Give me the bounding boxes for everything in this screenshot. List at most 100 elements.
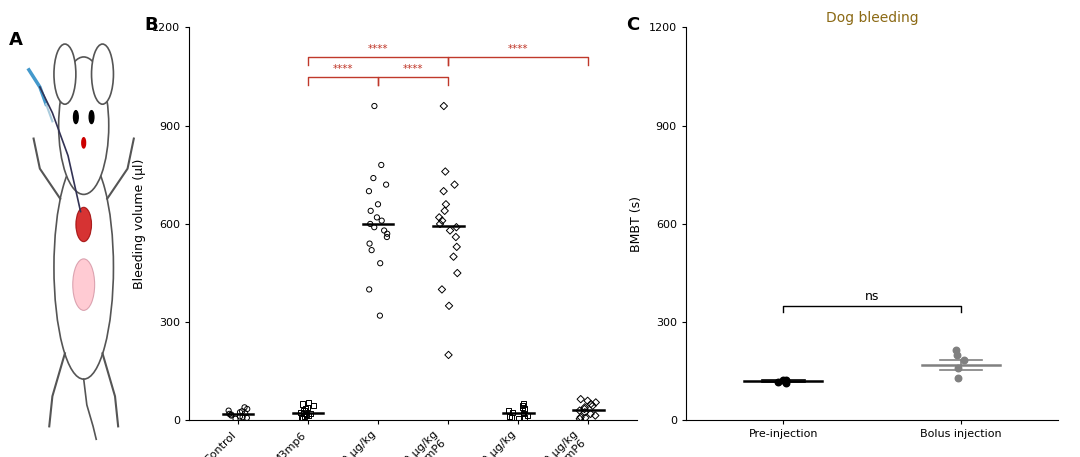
Point — [220, 407, 238, 414]
Point — [362, 220, 379, 228]
Point — [433, 286, 450, 293]
Point — [294, 400, 311, 408]
Y-axis label: Bleeding volume (µl): Bleeding volume (µl) — [133, 159, 146, 289]
Point — [435, 102, 453, 110]
Point — [511, 415, 528, 422]
Point — [571, 415, 589, 422]
Circle shape — [92, 44, 113, 104]
Point — [519, 412, 537, 419]
Point — [369, 201, 387, 208]
Point — [436, 207, 454, 214]
Ellipse shape — [76, 207, 92, 242]
Point — [431, 214, 448, 221]
Point — [437, 201, 455, 208]
Point — [582, 400, 599, 408]
Point — [361, 187, 378, 195]
Point — [577, 414, 594, 421]
Point — [576, 404, 593, 411]
Point — [576, 405, 593, 413]
Point — [293, 414, 310, 421]
Point — [501, 413, 518, 420]
Point — [300, 412, 318, 419]
Point — [949, 374, 967, 382]
Text: ****: **** — [333, 64, 353, 74]
Point — [379, 230, 396, 238]
Point — [237, 409, 254, 417]
Point — [584, 402, 602, 409]
Point — [220, 410, 238, 418]
Point — [777, 377, 794, 385]
Circle shape — [82, 138, 85, 148]
Text: ****: **** — [508, 44, 528, 54]
Point — [778, 377, 795, 384]
Point — [442, 227, 459, 234]
Point — [588, 399, 605, 406]
Point — [373, 217, 390, 224]
Point — [373, 161, 390, 169]
Point — [301, 409, 319, 417]
Point — [514, 404, 531, 411]
Point — [298, 411, 315, 418]
Point — [448, 223, 465, 231]
Point — [770, 378, 787, 385]
Point — [515, 414, 532, 421]
Point — [297, 405, 314, 413]
Point — [572, 395, 590, 403]
Point — [447, 234, 464, 241]
Point — [233, 408, 251, 415]
Point — [431, 220, 448, 228]
Point — [500, 407, 517, 414]
Text: A: A — [9, 31, 23, 49]
Point — [955, 356, 972, 363]
Point — [239, 414, 256, 421]
Title: Dog bleeding: Dog bleeding — [826, 11, 918, 25]
Point — [949, 364, 967, 372]
Point — [363, 246, 380, 254]
Point — [948, 346, 966, 354]
Point — [222, 412, 240, 419]
Circle shape — [90, 111, 94, 123]
Text: ****: **** — [403, 64, 423, 74]
Point — [295, 407, 312, 414]
Point — [586, 412, 604, 419]
Ellipse shape — [72, 259, 95, 310]
Point — [579, 397, 596, 404]
Circle shape — [73, 111, 78, 123]
Point — [448, 270, 465, 277]
Point — [305, 402, 322, 409]
Y-axis label: BMBT (s): BMBT (s) — [630, 196, 643, 252]
Text: ns: ns — [865, 290, 879, 303]
Point — [293, 409, 310, 416]
Point — [502, 414, 519, 421]
Point — [231, 409, 248, 416]
Point — [503, 409, 521, 416]
Point — [435, 187, 453, 195]
Point — [440, 351, 457, 359]
Point — [368, 214, 386, 221]
Point — [299, 399, 316, 406]
Point — [577, 409, 594, 416]
Point — [296, 413, 313, 420]
Point — [446, 181, 463, 188]
Point — [378, 181, 395, 188]
Point — [376, 227, 393, 234]
Point — [515, 400, 532, 408]
Point — [295, 410, 312, 418]
Point — [572, 414, 590, 421]
Circle shape — [54, 44, 76, 104]
Point — [362, 207, 379, 214]
Point — [222, 411, 240, 418]
Point — [433, 217, 450, 224]
Point — [231, 413, 248, 420]
Point — [445, 253, 462, 260]
Point — [361, 286, 378, 293]
Text: ****: **** — [368, 44, 389, 54]
Point — [227, 415, 244, 422]
Point — [239, 405, 256, 413]
Point — [774, 376, 792, 383]
Point — [515, 410, 532, 418]
Point — [372, 260, 389, 267]
Point — [582, 410, 599, 418]
Point — [366, 102, 383, 110]
Point — [448, 243, 465, 250]
